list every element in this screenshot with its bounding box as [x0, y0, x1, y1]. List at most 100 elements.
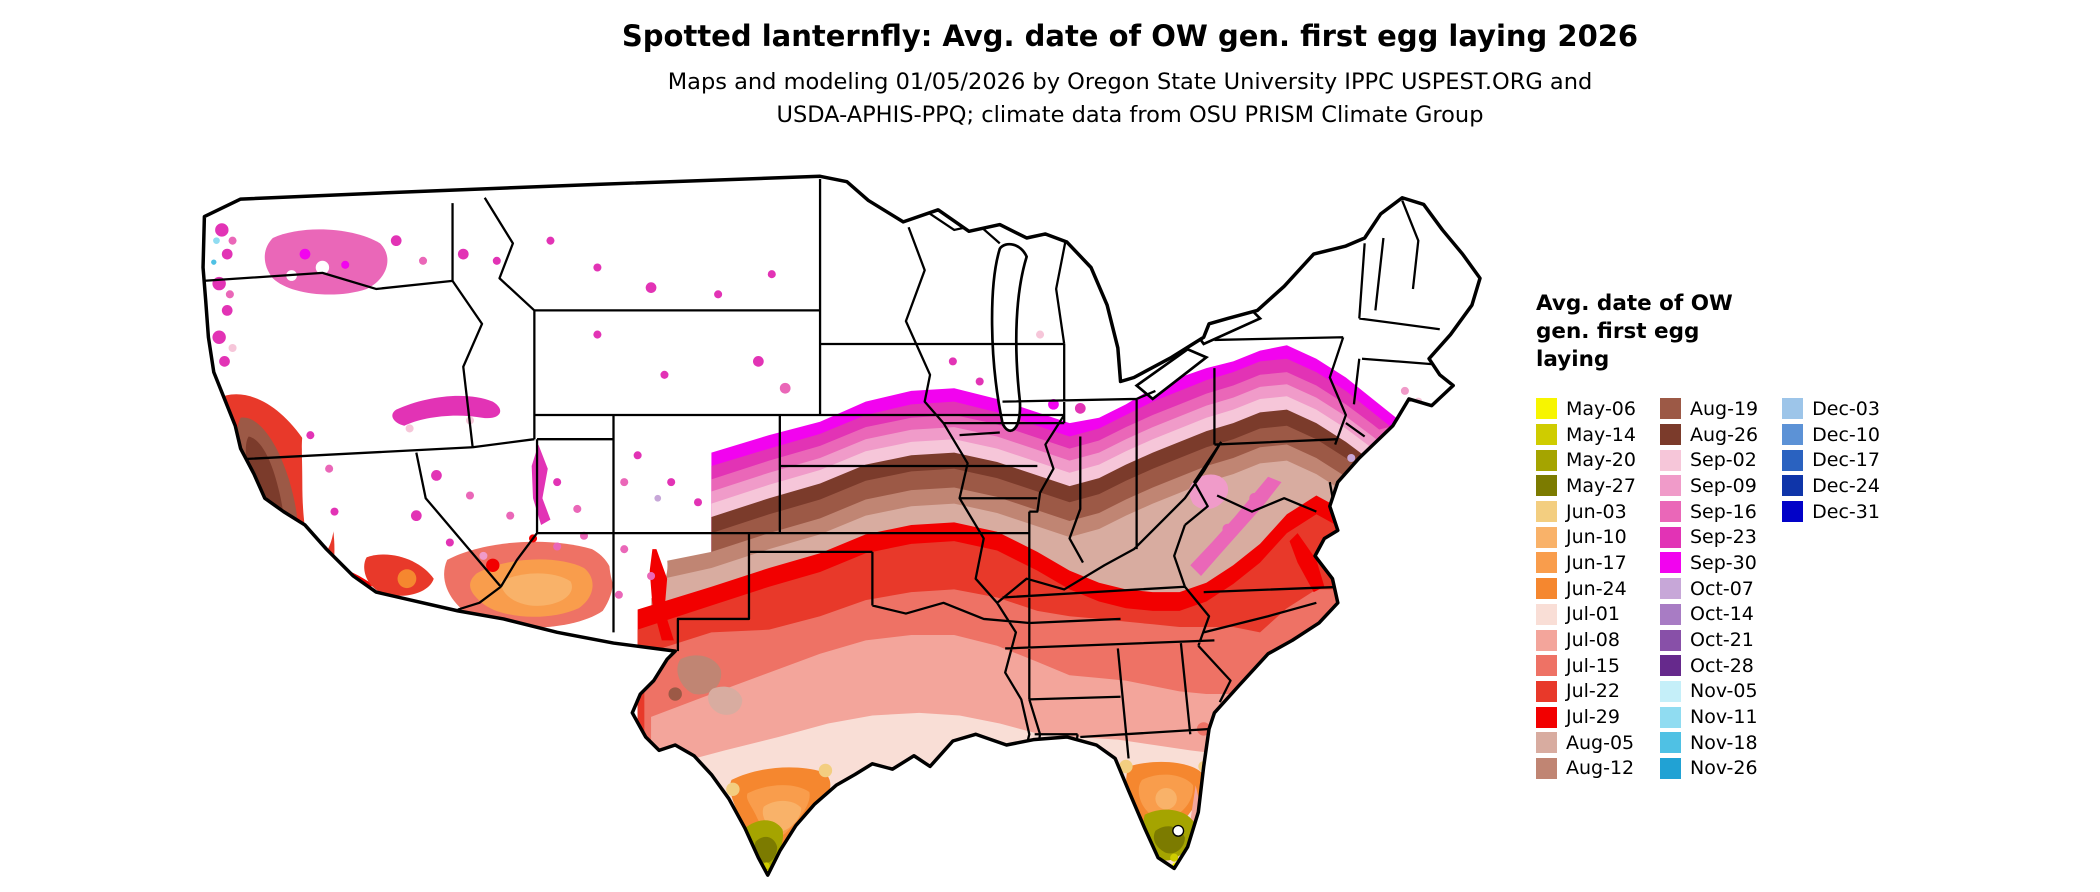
- legend-label: Aug-26: [1689, 423, 1759, 446]
- legend-swatch-Oct-28: [1659, 655, 1681, 677]
- legend-title: Avg. date of OW gen. first egg laying: [1536, 290, 2076, 374]
- legend-entry: Sep-02: [1659, 447, 1758, 473]
- legend-label: May-14: [1566, 423, 1636, 446]
- us-map: [195, 160, 1590, 878]
- legend-swatch-Nov-18: [1659, 732, 1681, 754]
- map-title: Spotted lanternfly: Avg. date of OW gen.…: [621, 19, 1639, 53]
- legend-swatch-Sep-30: [1659, 552, 1681, 574]
- legend-entry: Jul-08: [1536, 627, 1636, 653]
- wtx-rosy-2: [708, 686, 743, 715]
- legend-swatch-Sep-16: [1659, 501, 1681, 523]
- us-map-svg: [201, 174, 1482, 877]
- legend-label: Jul-08: [1566, 629, 1620, 652]
- sierra-white: [301, 425, 336, 558]
- desert-jun-24: [397, 569, 417, 589]
- lake-okeechobee: [1172, 824, 1185, 837]
- legend-swatch-Jul-01: [1536, 603, 1557, 625]
- header: Spotted lanternfly: Avg. date of OW gen.…: [160, 18, 2100, 132]
- legend-label: Aug-05: [1566, 731, 1635, 754]
- legend-entry: Sep-23: [1659, 524, 1758, 550]
- legend-swatch-Aug-26: [1659, 424, 1681, 446]
- snake-plain-magenta: [392, 395, 501, 426]
- legend-label: Jul-01: [1566, 603, 1620, 626]
- map-subtitle: Maps and modeling 01/05/2026 by Oregon S…: [160, 66, 2100, 132]
- western-regions: [208, 229, 1416, 715]
- legend-swatch-May-06: [1536, 398, 1557, 420]
- legend-swatch-May-20: [1536, 449, 1557, 471]
- legend-entry: Oct-14: [1659, 602, 1758, 628]
- legend-column: May-06 May-14 May-20 May-27 Jun-03 Jun-10 Jun-…: [1536, 396, 1636, 781]
- wtx-rosy-1: [677, 655, 722, 695]
- legend-label: Jun-03: [1566, 500, 1627, 523]
- legend-entry: Nov-05: [1659, 679, 1758, 705]
- legend-columns: May-06 May-14 May-20 May-27 Jun-03 Jun-10 Jun-…: [1536, 396, 2076, 781]
- legend-label: May-06: [1566, 397, 1636, 420]
- legend-swatch-Aug-19: [1659, 398, 1681, 420]
- legend-entry: Dec-03: [1782, 396, 1880, 422]
- legend-swatch-Dec-10: [1782, 424, 1804, 446]
- legend-entry: May-27: [1536, 473, 1636, 499]
- legend-label: Jun-24: [1566, 577, 1627, 600]
- legend-label: May-20: [1566, 449, 1636, 472]
- legend-swatch-Jun-24: [1536, 578, 1557, 600]
- legend-label: Oct-07: [1689, 577, 1754, 600]
- legend-entry: Dec-17: [1782, 447, 1880, 473]
- legend-label: Oct-28: [1689, 654, 1754, 677]
- legend-entry: Nov-18: [1659, 730, 1758, 756]
- legend-entry: Jul-01: [1536, 602, 1636, 628]
- legend-label: Jul-15: [1566, 654, 1620, 677]
- legend-label: Dec-31: [1812, 500, 1880, 523]
- legend-swatch-Sep-02: [1659, 449, 1681, 471]
- legend-entry: Aug-12: [1536, 756, 1636, 782]
- legend-entry: Jun-03: [1536, 499, 1636, 525]
- legend-label: Dec-24: [1812, 474, 1880, 497]
- socal-jun-24: [317, 573, 328, 585]
- legend-entry: Dec-24: [1782, 473, 1880, 499]
- legend-label: Aug-19: [1689, 397, 1759, 420]
- legend-label: Sep-23: [1689, 526, 1757, 549]
- legend-entry: May-06: [1536, 396, 1636, 422]
- legend-swatch-Nov-11: [1659, 706, 1681, 728]
- legend-entry: Oct-28: [1659, 653, 1758, 679]
- stx-jun-03-dot: [818, 763, 833, 778]
- legend-label: Jun-10: [1566, 526, 1627, 549]
- legend-entry: Jun-24: [1536, 576, 1636, 602]
- legend-swatch-Jul-15: [1536, 655, 1557, 677]
- legend-label: Dec-10: [1812, 423, 1880, 446]
- legend-label: Jun-17: [1566, 551, 1627, 574]
- legend: Avg. date of OW gen. first egg laying Ma…: [1536, 290, 2076, 781]
- legend-swatch-Jul-22: [1536, 680, 1557, 702]
- legend-swatch-Aug-05: [1536, 732, 1557, 754]
- subtitle-line-2: USDA-APHIS-PPQ; climate data from OSU PR…: [776, 102, 1484, 128]
- legend-swatch-Aug-12: [1536, 757, 1557, 779]
- legend-swatch-Dec-03: [1782, 398, 1804, 420]
- legend-label: Jul-22: [1566, 680, 1620, 703]
- legend-entry: Aug-26: [1659, 422, 1759, 448]
- legend-entry: Nov-26: [1659, 756, 1758, 782]
- legend-label: Oct-21: [1689, 629, 1754, 652]
- legend-label: Sep-16: [1689, 500, 1757, 523]
- legend-entry: May-14: [1536, 422, 1636, 448]
- legend-entry: Dec-10: [1782, 422, 1880, 448]
- legend-entry: Aug-19: [1659, 396, 1759, 422]
- legend-entry: Jul-29: [1536, 704, 1636, 730]
- legend-swatch-Jul-08: [1536, 629, 1557, 651]
- legend-entry: Oct-21: [1659, 627, 1758, 653]
- legend-swatch-Dec-24: [1782, 475, 1804, 497]
- legend-column: Aug-19 Aug-26 Sep-02 Sep-09 Sep-16 Sep-23 Sep-…: [1659, 396, 1759, 782]
- us-outline: [201, 174, 1482, 877]
- legend-entry: Sep-16: [1659, 499, 1758, 525]
- legend-label: Aug-12: [1566, 757, 1635, 780]
- legend-label: Dec-03: [1812, 397, 1880, 420]
- legend-entry: Oct-07: [1659, 576, 1758, 602]
- legend-swatch-Sep-09: [1659, 475, 1681, 497]
- legend-label: Nov-05: [1689, 680, 1758, 703]
- fl-jun-03-dot: [1119, 759, 1133, 774]
- legend-swatch-May-27: [1536, 475, 1557, 497]
- legend-label: Dec-17: [1812, 449, 1880, 472]
- legend-swatch-Dec-31: [1782, 501, 1804, 523]
- legend-entry: Nov-11: [1659, 704, 1758, 730]
- rio-grande-red: [649, 549, 674, 641]
- legend-swatch-Jul-29: [1536, 706, 1557, 728]
